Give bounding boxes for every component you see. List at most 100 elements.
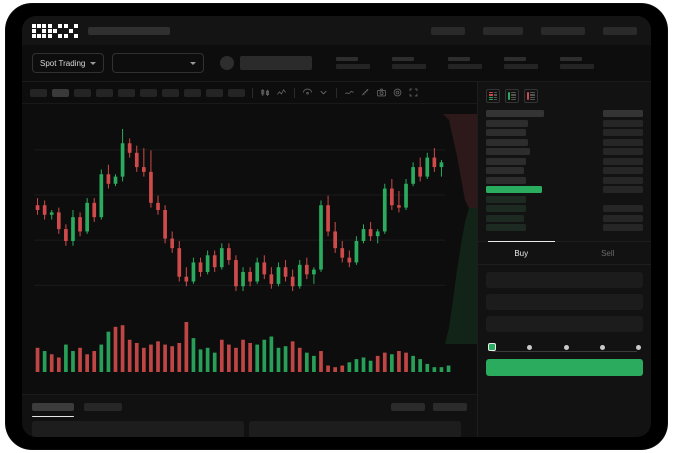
- tab-sell[interactable]: Sell: [565, 242, 652, 264]
- market-stat-4: [560, 57, 595, 69]
- slider-node-3[interactable]: [599, 344, 605, 350]
- timeframe-8[interactable]: [206, 88, 223, 97]
- slider-node-1[interactable]: [527, 344, 533, 350]
- toolbar-divider: [336, 87, 337, 98]
- orderbook-bids-icon[interactable]: [505, 89, 519, 103]
- coin-avatar-icon: [220, 56, 235, 70]
- candlestick-chart-canvas: [34, 114, 477, 372]
- orderbook-both-icon[interactable]: [486, 89, 500, 103]
- orderbook-rows[interactable]: [478, 109, 651, 233]
- top-nav-item-0[interactable]: [431, 26, 465, 35]
- orderbook-bid-row[interactable]: [486, 204, 643, 214]
- tab-buy-label: Buy: [514, 248, 529, 258]
- orderbook-trade-panel: Buy Sell: [477, 82, 651, 437]
- orderbook-ask-row[interactable]: [486, 138, 643, 148]
- market-stat-1: [392, 57, 427, 69]
- orderbook-ask-row[interactable]: [486, 119, 643, 129]
- timeframe-7[interactable]: [184, 88, 201, 97]
- timeframe-1[interactable]: [52, 88, 69, 97]
- orderbook-spread-row[interactable]: [486, 185, 643, 195]
- camera-icon[interactable]: [376, 87, 387, 98]
- tab-sell-label: Sell: [601, 248, 615, 258]
- timeframe-3[interactable]: [96, 88, 113, 97]
- orderbook-price-cell: [486, 129, 526, 137]
- ruler-icon[interactable]: [360, 87, 371, 98]
- orderbook-bid-row[interactable]: [486, 195, 643, 205]
- orders-tab-1[interactable]: [84, 403, 122, 411]
- timeframe-2[interactable]: [74, 88, 91, 97]
- orderbook-bid-row[interactable]: [486, 214, 643, 224]
- instrument-bar: Spot Trading: [22, 45, 651, 82]
- orderbook-bid-row[interactable]: [486, 223, 643, 233]
- slider-steps: [488, 342, 641, 351]
- toolbar-divider: [252, 87, 253, 98]
- market-stat-value: [560, 64, 595, 69]
- top-nav-item-3[interactable]: [603, 26, 637, 35]
- line-chart-icon[interactable]: [276, 87, 287, 98]
- slider-node-4[interactable]: [636, 344, 641, 350]
- orders-content-panels: [22, 411, 477, 437]
- orderbook-ask-row[interactable]: [486, 157, 643, 167]
- market-type-selector[interactable]: Spot Trading: [32, 53, 105, 73]
- orderbook-ask-row[interactable]: [486, 166, 643, 176]
- timeframe-5[interactable]: [140, 88, 157, 97]
- order-field-1[interactable]: [486, 293, 643, 310]
- slider-node-2[interactable]: [563, 344, 569, 350]
- orderbook-amount-cell: [603, 157, 643, 165]
- fullscreen-icon[interactable]: [408, 87, 419, 98]
- top-nav-item-1[interactable]: [483, 26, 523, 35]
- orderbook-price-cell: [486, 205, 526, 213]
- orders-actions: [391, 403, 467, 411]
- candlestick-chart-icon[interactable]: [260, 87, 271, 98]
- orderbook-price-cell: [486, 157, 526, 165]
- market-stats-row: [336, 57, 595, 69]
- top-nav-item-2[interactable]: [541, 26, 585, 35]
- toolbar-divider: [294, 87, 295, 98]
- orders-action-1[interactable]: [433, 403, 467, 411]
- okx-logo-o-glyph: [32, 23, 46, 38]
- order-field-2[interactable]: [486, 315, 643, 332]
- timeframe-0[interactable]: [30, 88, 47, 97]
- order-form-fields: [478, 265, 651, 339]
- market-stat-label: [392, 57, 415, 61]
- current-pair-display[interactable]: [220, 56, 313, 70]
- amount-slider[interactable]: [478, 339, 651, 355]
- buy-sell-tabs: Buy Sell: [478, 240, 652, 265]
- chart-toolbar: [22, 82, 477, 104]
- orderbook-price-cell: [486, 224, 526, 232]
- orderbook-ask-row[interactable]: [486, 147, 643, 157]
- order-field-0[interactable]: [486, 271, 643, 288]
- submit-order-button[interactable]: [486, 358, 643, 376]
- trend-line-icon[interactable]: [344, 87, 355, 98]
- price-chart[interactable]: [22, 104, 477, 394]
- slider-node-0[interactable]: [488, 342, 496, 351]
- market-stat-3: [504, 57, 539, 69]
- orderbook-amount-cell: [603, 205, 643, 213]
- indicators-icon[interactable]: [302, 87, 313, 98]
- orderbook-asks-icon[interactable]: [524, 89, 538, 103]
- settings-gear-icon[interactable]: [392, 87, 403, 98]
- orderbook-amount-cell: [603, 176, 643, 184]
- orderbook-ask-row[interactable]: [486, 128, 643, 138]
- market-type-label: Spot Trading: [40, 58, 86, 68]
- orderbook-view-modes: [478, 82, 651, 109]
- chevron-down-icon: [90, 61, 97, 65]
- timeframe-4[interactable]: [118, 88, 135, 97]
- market-stat-value: [504, 64, 539, 69]
- market-stat-0: [336, 57, 371, 69]
- orderbook-ask-row[interactable]: [486, 176, 643, 186]
- timeframe-selector: [30, 88, 245, 97]
- market-stat-label: [448, 57, 471, 61]
- timeframe-6[interactable]: [162, 88, 179, 97]
- okx-logo[interactable]: [32, 23, 78, 38]
- tab-buy[interactable]: Buy: [478, 240, 565, 264]
- orders-action-0[interactable]: [391, 403, 425, 411]
- global-search-input[interactable]: [88, 26, 170, 35]
- orderbook-amount-cell: [603, 186, 643, 194]
- okx-logo-x-glyph: [64, 23, 78, 38]
- timeframe-9[interactable]: [228, 88, 245, 97]
- trading-pair-selector[interactable]: [112, 53, 205, 73]
- chevron-down-icon[interactable]: [318, 87, 329, 98]
- orders-tab-0[interactable]: [32, 403, 74, 417]
